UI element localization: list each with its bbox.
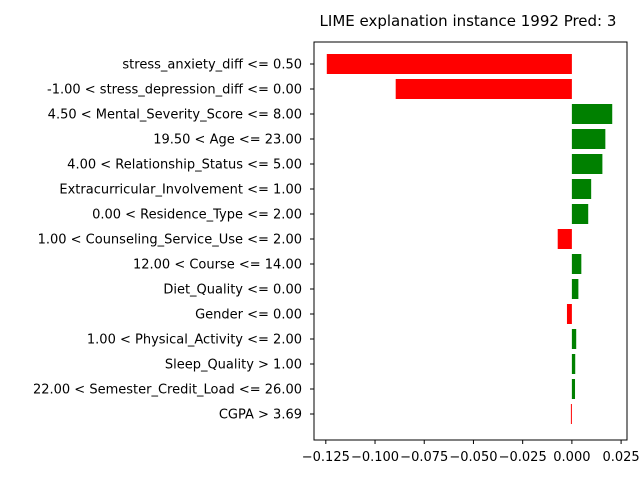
bar-2	[571, 104, 613, 124]
bar-12	[571, 354, 576, 374]
bar-4	[571, 154, 603, 174]
x-tick-label-1: −0.100	[351, 450, 399, 465]
chart-title: LIME explanation instance 1992 Pred: 3	[320, 12, 617, 30]
bar-6	[571, 204, 589, 224]
y-tick-label-4: 4.00 < Relationship_Status <= 5.00	[67, 158, 302, 173]
y-tick-label-0: stress_anxiety_diff <= 0.50	[122, 58, 302, 73]
bar-13	[571, 379, 576, 399]
bar-1	[395, 79, 572, 99]
y-tick-label-14: CGPA > 3.69	[219, 408, 302, 423]
x-tick-label-4: −0.025	[499, 450, 547, 465]
y-tick-label-5: Extracurricular_Involvement <= 1.00	[59, 183, 302, 198]
y-tick-label-6: 0.00 < Residence_Type <= 2.00	[92, 208, 302, 223]
bar-8	[571, 254, 582, 274]
bar-7	[557, 229, 572, 249]
x-tick-label-6: 0.025	[602, 450, 639, 465]
y-tick-label-11: 1.00 < Physical_Activity <= 2.00	[87, 333, 302, 348]
y-tick-label-10: Gender <= 0.00	[195, 308, 302, 323]
x-tick-label-2: −0.075	[400, 450, 448, 465]
y-tick-label-9: Diet_Quality <= 0.00	[163, 283, 302, 298]
y-axis-ticks: stress_anxiety_diff <= 0.50 -1.00 < stres…	[33, 58, 314, 423]
y-tick-label-8: 12.00 < Course <= 14.00	[133, 258, 302, 273]
bar-10	[566, 304, 572, 324]
y-tick-label-1: -1.00 < stress_depression_diff <= 0.00	[47, 83, 302, 98]
x-axis-ticks: −0.125 −0.100 −0.075 −0.050 −0.025 0.000 0.025	[302, 440, 640, 465]
bar-3	[571, 129, 606, 149]
bar-0	[326, 54, 572, 74]
y-tick-label-13: 22.00 < Semester_Credit_Load <= 26.00	[33, 383, 302, 398]
x-tick-label-3: −0.050	[449, 450, 497, 465]
y-tick-label-7: 1.00 < Counseling_Service_Use <= 2.00	[38, 233, 302, 248]
bars-group	[326, 54, 613, 424]
x-tick-label-0: −0.125	[302, 450, 350, 465]
bar-11	[571, 329, 577, 349]
bar-9	[571, 279, 579, 299]
y-tick-label-12: Sleep_Quality > 1.00	[165, 358, 302, 373]
axes-frame	[313, 41, 628, 441]
bar-5	[571, 179, 592, 199]
bar-14	[570, 404, 572, 424]
x-tick-label-5: 0.000	[553, 450, 590, 465]
y-tick-label-3: 19.50 < Age <= 23.00	[153, 133, 302, 148]
y-tick-label-2: 4.50 < Mental_Severity_Score <= 8.00	[48, 108, 302, 123]
